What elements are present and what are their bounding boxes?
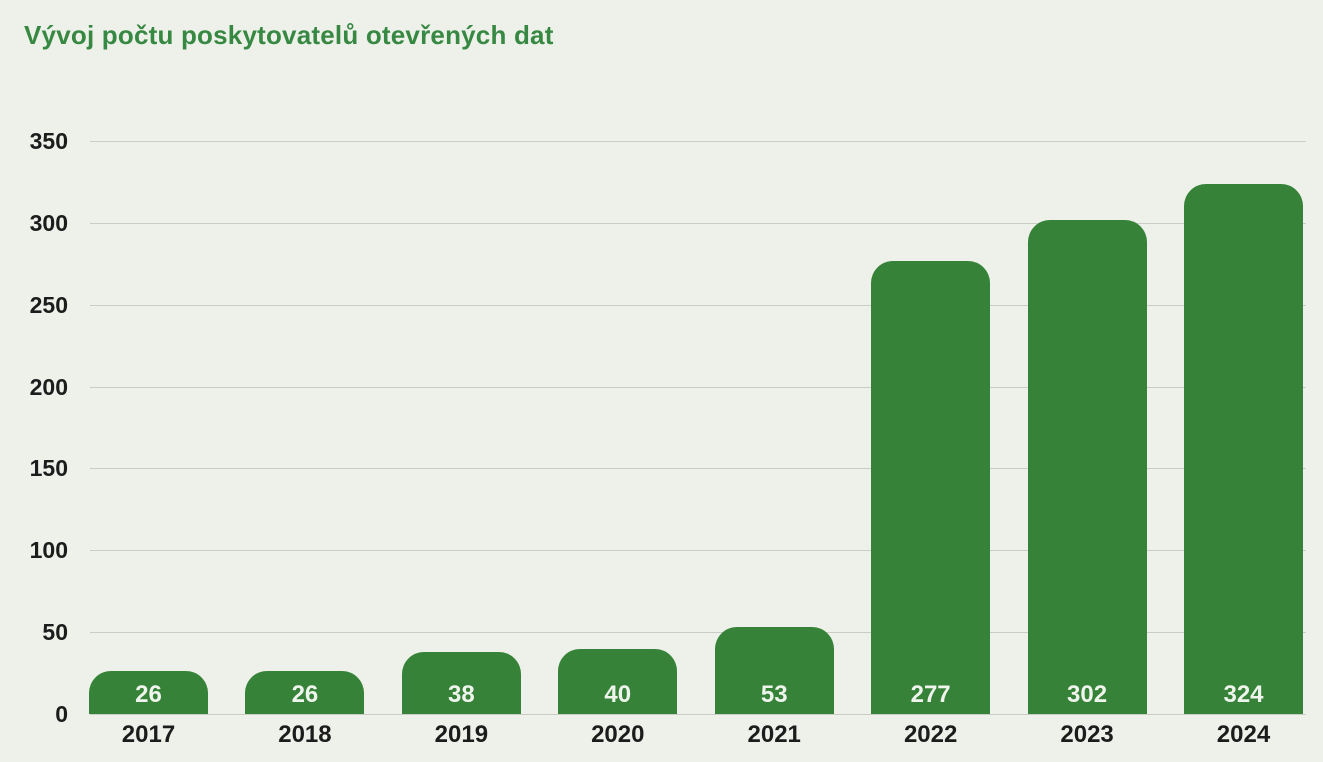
y-tick-label: 100 — [29, 537, 68, 564]
gridline — [90, 632, 1306, 634]
y-tick-label: 350 — [29, 128, 68, 154]
bar-value-label: 26 — [135, 680, 162, 708]
bar-value-label: 40 — [604, 680, 632, 708]
y-tick-label: 200 — [29, 373, 68, 400]
bar-value-label: 53 — [760, 680, 788, 708]
chart-title: Vývoj počtu poskytovatelů otevřených dat — [24, 20, 554, 50]
bar-value-label: 26 — [291, 680, 319, 708]
y-tick-label: 0 — [55, 701, 68, 727]
bar: 277 — [871, 260, 991, 714]
y-tick-label: 50 — [42, 619, 68, 646]
bar: 324 — [1184, 183, 1303, 714]
bar-value-label: 277 — [910, 680, 951, 708]
bar-value-label: 302 — [1067, 680, 1108, 708]
bar: 40 — [558, 648, 678, 714]
bar-value-label: 324 — [1223, 680, 1264, 708]
gridline — [90, 714, 1306, 715]
x-tick-label: 2024 — [1216, 721, 1271, 748]
x-tick-label: 2021 — [747, 721, 801, 748]
bar-value-label: 38 — [448, 680, 475, 708]
bar: 38 — [401, 651, 521, 714]
x-tick-label: 2017 — [121, 721, 176, 748]
gridline — [90, 550, 1306, 552]
x-tick-label: 2019 — [434, 721, 489, 748]
gridline — [90, 222, 1306, 224]
gridline — [90, 386, 1306, 388]
x-tick-label: 2018 — [278, 721, 332, 748]
y-tick-label: 250 — [29, 291, 68, 318]
gridline — [90, 304, 1306, 306]
bar: 26 — [245, 671, 365, 714]
gridline — [90, 141, 1306, 142]
x-tick-label: 2023 — [1060, 721, 1114, 748]
bar: 53 — [714, 627, 834, 714]
y-tick-label: 300 — [29, 209, 68, 236]
y-tick-label: 150 — [29, 455, 68, 482]
x-tick-label: 2022 — [903, 721, 958, 748]
x-tick-label: 2020 — [591, 721, 645, 748]
bar: 26 — [89, 671, 208, 714]
gridline — [90, 468, 1306, 470]
bar: 302 — [1027, 219, 1147, 714]
